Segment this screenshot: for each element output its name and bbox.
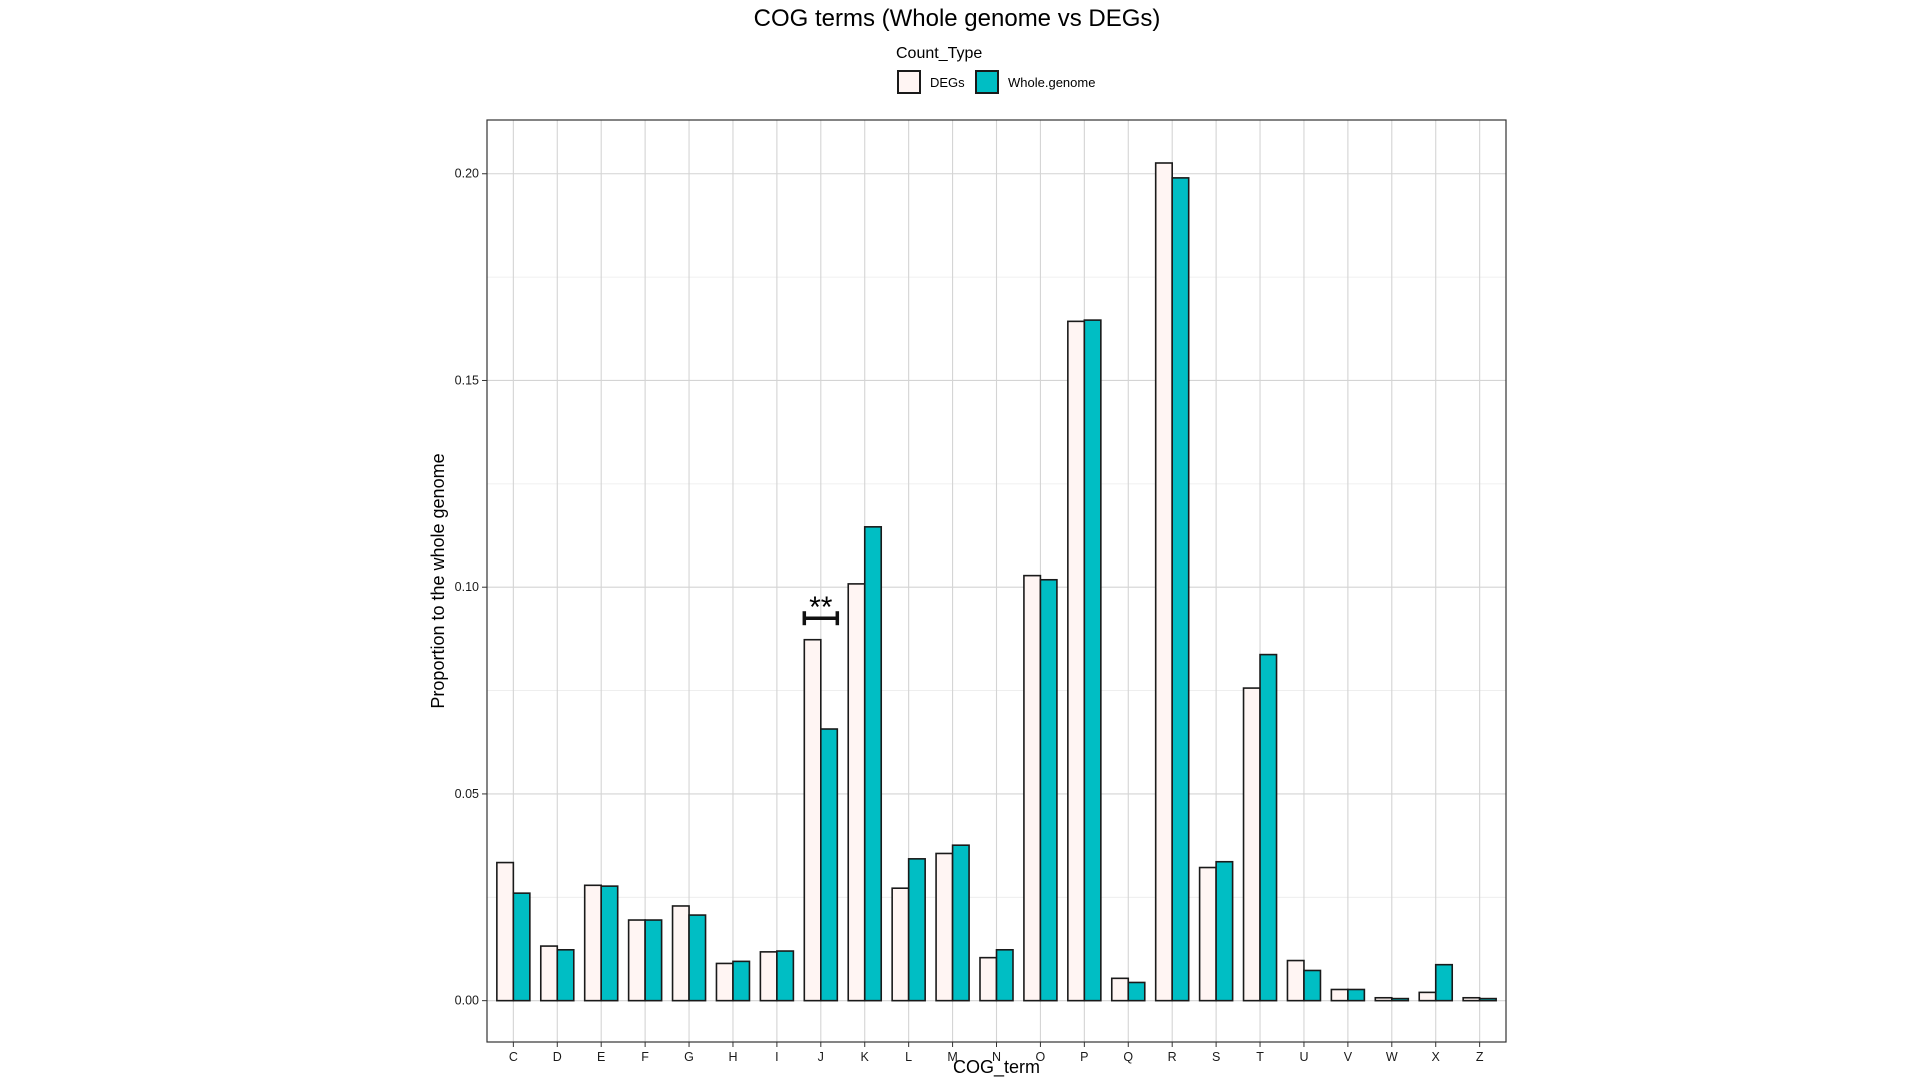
bar-whole-genome-I [776, 950, 795, 1002]
x-tick-label: X [1432, 1050, 1441, 1064]
legend-label-degs: DEGs [930, 75, 965, 90]
legend-key-whole-genome [975, 70, 999, 94]
bar-degs-M [935, 852, 954, 1002]
bar-degs-X [1418, 991, 1437, 1002]
bar-whole-genome-R [1171, 177, 1190, 1002]
x-tick-label: I [775, 1050, 778, 1064]
x-tick-label: E [597, 1050, 605, 1064]
bar-whole-genome-X [1434, 963, 1454, 1002]
legend: Count_Type DEGs Whole.genome [896, 45, 1095, 94]
bar-degs-C [496, 861, 515, 1002]
x-tick-label: V [1344, 1050, 1353, 1064]
bar-degs-L [891, 887, 910, 1002]
bar-whole-genome-E [600, 885, 619, 1002]
bar-degs-E [583, 884, 602, 1002]
bar-degs-Z [1462, 996, 1481, 1002]
x-tick-label: H [728, 1050, 737, 1064]
bar-whole-genome-T [1259, 653, 1278, 1002]
bar-degs-K [847, 583, 866, 1002]
x-tick-label: F [641, 1050, 649, 1064]
y-axis: 0.00 0.05 0.10 0.15 0.20 [455, 167, 487, 1008]
bar-whole-genome-S [1215, 860, 1234, 1002]
bar-degs-V [1330, 988, 1349, 1002]
bar-degs-P [1067, 320, 1086, 1002]
bar-whole-genome-L [907, 858, 926, 1002]
x-tick-label: N [992, 1050, 1001, 1064]
significance-label: ** [809, 591, 833, 624]
y-axis-title: Proportion to the whole genome [428, 453, 448, 708]
x-tick-label: J [818, 1050, 824, 1064]
bar-degs-W [1374, 996, 1393, 1002]
bar-whole-genome-Z [1478, 997, 1497, 1002]
bar-whole-genome-C [512, 892, 531, 1002]
y-tick-label: 0.15 [455, 373, 479, 387]
x-tick-label: R [1168, 1050, 1177, 1064]
bar-whole-genome-P [1083, 319, 1102, 1002]
legend-label-whole-genome: Whole.genome [1008, 75, 1095, 90]
bar-degs-F [627, 919, 646, 1002]
x-tick-label: D [553, 1050, 562, 1064]
x-tick-label: K [861, 1050, 870, 1064]
legend-key-degs [897, 70, 921, 94]
y-tick-label: 0.20 [455, 167, 479, 181]
bar-degs-J [803, 638, 822, 1002]
x-axis-title: COG_term [953, 1057, 1040, 1078]
bars [496, 162, 1497, 1002]
bar-whole-genome-J [820, 728, 839, 1002]
bar-degs-G [671, 905, 690, 1002]
bar-whole-genome-O [1039, 578, 1058, 1002]
legend-title: Count_Type [896, 45, 982, 62]
bar-whole-genome-D [556, 948, 575, 1002]
bar-whole-genome-N [995, 948, 1014, 1002]
bar-degs-D [539, 945, 559, 1002]
y-tick-label: 0.00 [455, 994, 479, 1008]
x-tick-label: G [684, 1050, 694, 1064]
bar-whole-genome-F [644, 919, 663, 1002]
x-tick-label: U [1299, 1050, 1308, 1064]
x-tick-label: T [1256, 1050, 1264, 1064]
x-tick-label: W [1386, 1050, 1398, 1064]
bar-degs-T [1242, 687, 1261, 1002]
bar-whole-genome-W [1391, 997, 1410, 1002]
bar-whole-genome-M [951, 844, 970, 1002]
annotations: ** [802, 591, 840, 626]
bar-degs-S [1198, 866, 1217, 1002]
bar-degs-O [1023, 574, 1042, 1002]
bar-degs-Q [1110, 977, 1130, 1002]
x-tick-label: Z [1476, 1050, 1484, 1064]
bar-whole-genome-K [863, 526, 883, 1002]
chart-title: COG terms (Whole genome vs DEGs) [754, 5, 1161, 32]
x-tick-label: L [905, 1050, 912, 1064]
x-tick-label: S [1212, 1050, 1220, 1064]
y-tick-label: 0.05 [455, 787, 479, 801]
bar-whole-genome-H [732, 960, 751, 1002]
bar-degs-R [1154, 162, 1173, 1002]
x-tick-label: O [1036, 1050, 1046, 1064]
x-tick-label: C [509, 1050, 518, 1064]
bar-whole-genome-G [688, 914, 707, 1002]
bar-degs-N [979, 956, 998, 1002]
bar-whole-genome-V [1347, 988, 1366, 1002]
bar-whole-genome-U [1303, 969, 1322, 1002]
x-tick-label: Q [1123, 1050, 1133, 1064]
x-tick-label: P [1080, 1050, 1088, 1064]
bar-whole-genome-Q [1127, 981, 1146, 1002]
y-tick-label: 0.10 [455, 580, 479, 594]
bar-degs-I [759, 951, 778, 1002]
bar-degs-H [715, 962, 734, 1002]
x-tick-label: M [947, 1050, 957, 1064]
bar-degs-U [1286, 959, 1305, 1002]
